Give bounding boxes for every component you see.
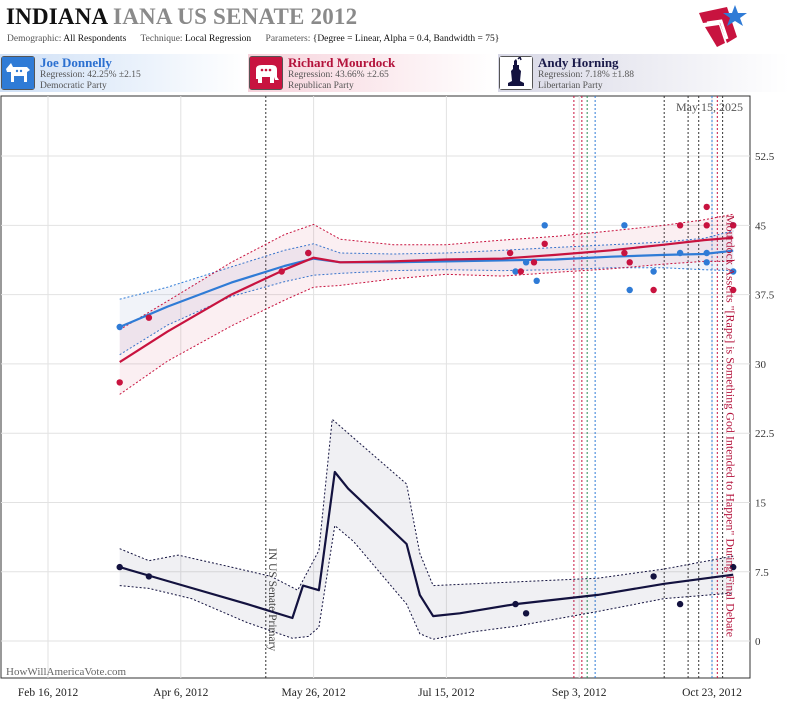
candidate-name: Andy Horning: [538, 55, 619, 70]
dem-upper-bound: [119, 230, 734, 300]
x-tick-label: Oct 23, 2012: [682, 687, 742, 699]
y-tick-label: 37.5: [755, 290, 775, 302]
lib-poll-point: [676, 600, 684, 608]
dem-poll-point: [116, 323, 123, 331]
date-stamp: May 15, 2025: [676, 100, 743, 114]
y-tick-label: 15: [755, 497, 767, 509]
candidate-regression: Regression: 42.25% ±2.15: [40, 70, 141, 80]
rep-poll-point: [676, 222, 684, 229]
lib-poll-point: [650, 573, 657, 580]
legend-item-horning: Andy Horning Regression: 7.18% ±1.88 Lib…: [498, 54, 789, 92]
x-tick-label: Feb 16, 2012: [18, 687, 79, 699]
x-tick-label: May 26, 2012: [281, 687, 345, 699]
regression-chart: 0 7.5 15 22.5 30 37.5 45 52.5 Feb 16, 2012 Apr 6…: [0, 95, 775, 699]
rep-poll-point: [703, 203, 710, 211]
lib-poll-point: [522, 610, 530, 617]
x-tick-label: Apr 6, 2012: [153, 687, 209, 699]
plot-area: [0, 95, 751, 679]
x-tick-label: Jul 15, 2012: [418, 687, 475, 699]
y-tick-label: 45: [755, 220, 767, 232]
primary-annotation: IN US Senate Primary: [266, 548, 278, 651]
candidate-name: Richard Mourdock: [288, 55, 396, 70]
y-axis: 0 7.5 15 22.5 30 37.5 45 52.5: [755, 151, 775, 648]
rep-poll-point: [305, 249, 312, 257]
title-state: INDIANA: [6, 4, 108, 29]
lib-poll-point: [512, 600, 519, 608]
rep-poll-point: [730, 222, 737, 229]
rep-poll-point: [621, 249, 628, 257]
rep-poll-point: [278, 268, 285, 275]
poll-points: [116, 203, 737, 617]
legend-item-mourdock: Richard Mourdock Regression: 43.66% ±2.6…: [248, 54, 494, 92]
lib-upper-bound: [119, 418, 734, 591]
candidate-party: Libertarian Party: [538, 81, 603, 91]
page-title: INDIANA IANA US SENATE 2012: [6, 4, 357, 30]
event-lines: [265, 96, 724, 678]
candidate-party: Republican Party: [288, 81, 354, 91]
demographic-label: Demographic:: [7, 34, 62, 44]
demographic-value: All Respondents: [63, 34, 127, 44]
technique-label: Technique:: [140, 34, 183, 44]
rep-poll-point: [145, 314, 153, 321]
dem-poll-point: [533, 277, 540, 284]
dem-poll-point: [522, 259, 530, 266]
watermark: HowWillAmericaVote.com: [6, 666, 126, 678]
y-tick-label: 0: [755, 636, 761, 648]
regression-lines: [119, 236, 734, 620]
rep-poll-point: [506, 249, 514, 257]
lib-poll-point: [145, 573, 153, 580]
grid: [1, 96, 750, 678]
dem-poll-point: [512, 268, 519, 275]
dem-poll-point: [541, 222, 548, 229]
y-tick-label: 30: [755, 359, 767, 371]
y-tick-label: 52.5: [755, 151, 775, 163]
liberty-icon: [499, 55, 533, 90]
rep-upper-bound: [119, 213, 734, 331]
rep-poll-point: [626, 259, 633, 266]
dem-lower-bound: [119, 267, 734, 356]
lib-regression-line: [119, 470, 734, 620]
dem-poll-point: [703, 249, 710, 257]
dem-regression-line: [119, 249, 734, 329]
dem-poll-point: [676, 249, 684, 257]
rep-poll-point: [703, 222, 710, 229]
y-tick-label: 7.5: [755, 567, 769, 579]
parameters-label: Parameters:: [265, 34, 311, 44]
dem-poll-point: [650, 268, 657, 275]
rep-poll-point: [517, 268, 524, 275]
rep-regression-line: [119, 236, 734, 364]
dem-poll-point: [730, 268, 737, 275]
candidate-regression: Regression: 43.66% ±2.65: [288, 70, 389, 80]
legend-item-donnelly: Joe Donnelly Regression: 42.25% ±2.15 De…: [0, 54, 246, 92]
rep-poll-point: [530, 259, 538, 266]
rep-lower-bound: [119, 260, 734, 395]
rep-poll-point: [541, 240, 548, 247]
dem-poll-point: [621, 222, 628, 229]
debate-annotation: Mourdock Asserts "[Rape] is Something Go…: [724, 215, 738, 637]
dem-band-fill: [119, 230, 734, 355]
lib-poll-point: [730, 563, 737, 571]
rep-poll-point: [650, 286, 657, 294]
donkey-icon: [1, 56, 35, 90]
technique-value: Local Regression: [184, 34, 252, 44]
candidate-regression: Regression: 7.18% ±1.88: [538, 70, 634, 80]
elephant-icon: [249, 56, 283, 90]
x-tick-label: Sep 3, 2012: [552, 687, 607, 699]
lib-lower-bound: [119, 524, 734, 640]
dem-poll-point: [626, 286, 633, 294]
lib-band-fill: [119, 419, 734, 640]
y-tick-label: 22.5: [755, 428, 775, 440]
parameters-value: {Degree = Linear, Alpha = 0.4, Bandwidth…: [312, 34, 500, 44]
rep-poll-point: [730, 286, 737, 294]
parameters-line: Demographic: All Respondents Technique: …: [7, 34, 511, 44]
site-logo-icon: [697, 3, 749, 51]
candidate-name: Joe Donnelly: [40, 55, 112, 70]
x-axis: Feb 16, 2012 Apr 6, 2012 May 26, 2012 Jul 1…: [18, 687, 742, 699]
candidate-party: Democratic Party: [40, 81, 107, 91]
rep-poll-point: [116, 379, 123, 386]
lib-poll-point: [116, 563, 123, 571]
title-race: IANA US SENATE 2012: [113, 4, 358, 29]
dem-poll-point: [703, 259, 710, 266]
